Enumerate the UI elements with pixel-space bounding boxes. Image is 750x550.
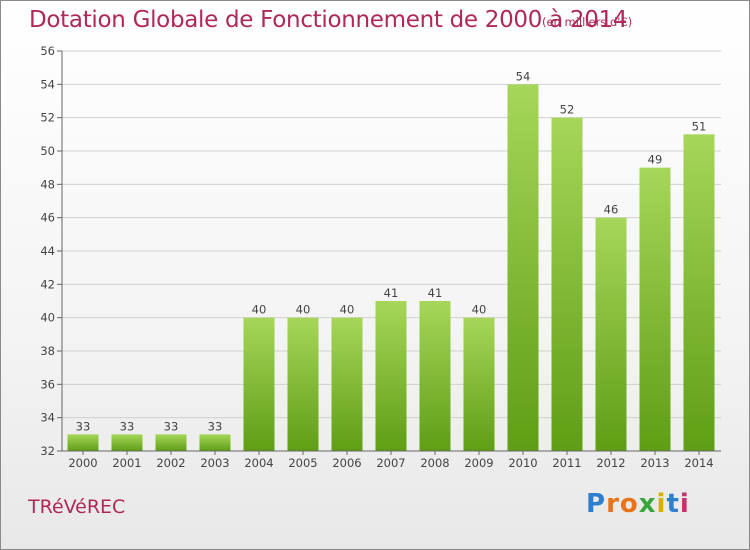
chart-title: Dotation Globale de Fonctionnement de 20… bbox=[29, 7, 628, 33]
y-tick-label: 54 bbox=[40, 77, 55, 91]
bar bbox=[111, 434, 143, 451]
bar bbox=[551, 117, 583, 452]
logo-letter: r bbox=[606, 489, 620, 519]
x-tick-label: 2013 bbox=[640, 456, 669, 470]
bar bbox=[639, 167, 671, 451]
bar-value-label: 41 bbox=[384, 286, 399, 300]
bar bbox=[287, 317, 319, 451]
y-tick-label: 32 bbox=[40, 444, 55, 458]
logo-letter: t bbox=[666, 489, 680, 519]
logo-letter: i bbox=[679, 489, 690, 519]
bar-value-label: 54 bbox=[516, 69, 531, 83]
x-tick-label: 2011 bbox=[552, 456, 581, 470]
bar bbox=[507, 84, 539, 451]
bar bbox=[67, 434, 99, 451]
x-tick-label: 2002 bbox=[156, 456, 185, 470]
x-tick-label: 2012 bbox=[596, 456, 625, 470]
x-tick-label: 2008 bbox=[420, 456, 449, 470]
x-tick-label: 2009 bbox=[464, 456, 493, 470]
bar-value-label: 52 bbox=[560, 103, 575, 117]
bar bbox=[463, 317, 495, 451]
bar-value-label: 33 bbox=[76, 419, 91, 433]
y-tick-label: 44 bbox=[40, 244, 55, 258]
x-tick-label: 2007 bbox=[376, 456, 405, 470]
y-tick-label: 42 bbox=[40, 277, 55, 291]
bar-value-label: 33 bbox=[120, 419, 135, 433]
bar bbox=[595, 217, 627, 451]
logo-letter: x bbox=[638, 489, 657, 519]
bar bbox=[419, 301, 451, 451]
bar bbox=[199, 434, 231, 451]
bar bbox=[155, 434, 187, 451]
x-tick-label: 2001 bbox=[112, 456, 141, 470]
commune-name: TRéVéREC bbox=[28, 496, 126, 518]
y-tick-label: 46 bbox=[40, 211, 55, 225]
logo-letter: P bbox=[586, 489, 607, 519]
y-tick-label: 38 bbox=[40, 344, 55, 358]
bar-value-label: 49 bbox=[648, 153, 663, 167]
bar-value-label: 46 bbox=[604, 203, 619, 217]
x-tick-label: 2014 bbox=[684, 456, 713, 470]
bar-value-label: 51 bbox=[692, 119, 707, 133]
logo-letter: o bbox=[619, 489, 639, 519]
chart-subtitle: (en milliers d'€) bbox=[542, 15, 633, 29]
x-tick-label: 2004 bbox=[244, 456, 273, 470]
x-tick-label: 2010 bbox=[508, 456, 537, 470]
bar-value-label: 40 bbox=[340, 303, 355, 317]
x-tick-label: 2006 bbox=[332, 456, 361, 470]
x-tick-label: 2003 bbox=[200, 456, 229, 470]
bar bbox=[331, 317, 363, 451]
bar-value-label: 33 bbox=[164, 419, 179, 433]
bar bbox=[375, 301, 407, 451]
y-tick-label: 36 bbox=[40, 377, 55, 391]
logo-letter: i bbox=[656, 489, 667, 519]
y-tick-label: 48 bbox=[40, 177, 55, 191]
bar-value-label: 40 bbox=[472, 303, 487, 317]
bar-value-label: 40 bbox=[252, 303, 267, 317]
y-tick-label: 56 bbox=[40, 44, 55, 58]
y-tick-label: 52 bbox=[40, 111, 55, 125]
bar bbox=[243, 317, 275, 451]
x-tick-label: 2000 bbox=[68, 456, 97, 470]
bar-value-label: 41 bbox=[428, 286, 443, 300]
bar bbox=[683, 134, 715, 452]
bar-value-label: 40 bbox=[296, 303, 311, 317]
y-tick-label: 34 bbox=[40, 411, 55, 425]
proxiti-logo: Proxiti bbox=[586, 489, 690, 519]
x-tick-label: 2005 bbox=[288, 456, 317, 470]
bar-value-label: 33 bbox=[208, 419, 223, 433]
y-tick-label: 50 bbox=[40, 144, 55, 158]
y-tick-label: 40 bbox=[40, 311, 55, 325]
